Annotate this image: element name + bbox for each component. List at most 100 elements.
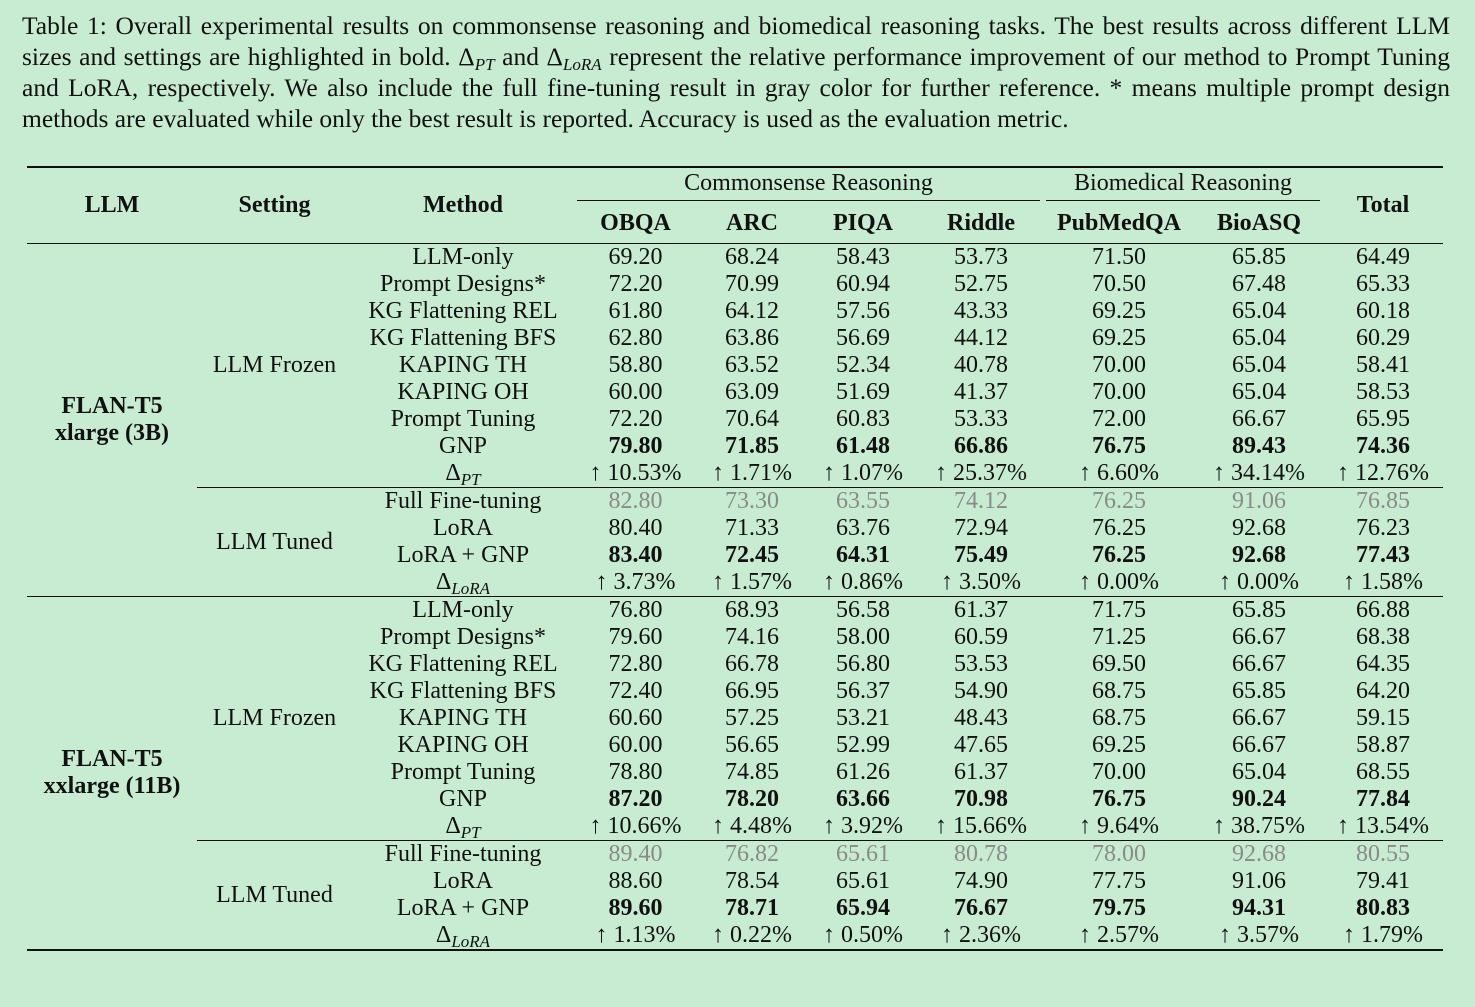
delta-pubmedqa: ↑ 0.00% bbox=[1079, 569, 1159, 595]
cell-bioasq: 92.68 bbox=[1232, 515, 1286, 541]
delta-symbol: Δ bbox=[445, 460, 461, 486]
cell-obqa: 89.60 bbox=[608, 895, 663, 921]
method-name: KAPING OH bbox=[397, 732, 529, 758]
delta-arc: ↑ 1.71% bbox=[712, 460, 792, 486]
cell-bioasq: 94.31 bbox=[1232, 895, 1286, 921]
cell-pubmedqa: 76.25 bbox=[1043, 487, 1195, 515]
cell-pubmedqa: 71.25 bbox=[1092, 624, 1146, 650]
caption-part-2: represent the relative performance impro… bbox=[22, 42, 1450, 133]
cell-bioasq: 66.67 bbox=[1232, 406, 1286, 432]
table-row: KAPING OH 60.00 56.65 52.99 47.65 69.25 66.67 5… bbox=[27, 732, 1443, 759]
delta-obqa: ↑ 3.73% bbox=[595, 569, 676, 595]
method-name: LoRA bbox=[433, 868, 493, 894]
delta-riddle: ↑ 3.50% bbox=[941, 569, 1021, 595]
cell-pubmedqa: 69.25 bbox=[1092, 298, 1146, 324]
cell-riddle: 80.78 bbox=[919, 840, 1043, 868]
cell-obqa: 80.40 bbox=[608, 515, 663, 541]
cell-obqa: 89.40 bbox=[574, 840, 697, 868]
cell-arc: 70.99 bbox=[725, 271, 779, 297]
cell-total: 64.35 bbox=[1356, 651, 1410, 677]
cell-obqa: 78.80 bbox=[608, 759, 663, 785]
cell-arc: 78.71 bbox=[725, 895, 779, 921]
delta-row: ΔLoRA ↑ 1.13% ↑ 0.22% ↑ 0.50% ↑ 2.36% ↑ 2.57%… bbox=[27, 922, 1443, 951]
cell-pubmedqa: 72.00 bbox=[1092, 406, 1146, 432]
cell-riddle: 43.33 bbox=[954, 298, 1008, 324]
cell-obqa: 60.00 bbox=[608, 379, 663, 405]
cell-bioasq: 91.06 bbox=[1195, 487, 1323, 515]
cell-bioasq: 90.24 bbox=[1232, 786, 1286, 812]
cell-riddle: 40.78 bbox=[954, 352, 1008, 378]
cell-arc: 63.52 bbox=[725, 352, 779, 378]
cell-bioasq: 66.67 bbox=[1232, 705, 1286, 731]
cell-arc: 78.20 bbox=[725, 786, 779, 812]
delta-obqa: ↑ 10.53% bbox=[589, 460, 682, 486]
cell-arc: 72.45 bbox=[725, 542, 779, 568]
method-name: Prompt Designs* bbox=[379, 271, 546, 297]
delta-subscript: PT bbox=[460, 823, 481, 842]
cell-bioasq: 91.06 bbox=[1232, 868, 1286, 894]
table-row: KAPING OH 60.00 63.09 51.69 41.37 70.00 65.04 5… bbox=[27, 379, 1443, 406]
results-body: FLAN-T5 xlarge (3B) LLM Frozen LLM-only 69.2… bbox=[27, 243, 1443, 951]
cell-piqa: 52.99 bbox=[836, 732, 890, 758]
method-name: Full Fine-tuning bbox=[352, 487, 574, 515]
cell-total: 76.85 bbox=[1323, 487, 1443, 515]
header-llm: LLM bbox=[27, 166, 197, 244]
cell-bioasq: 66.67 bbox=[1232, 651, 1286, 677]
method-name: KAPING TH bbox=[398, 705, 528, 731]
cell-piqa: 60.83 bbox=[836, 406, 890, 432]
cell-riddle: 60.59 bbox=[954, 624, 1008, 650]
cell-obqa: 60.00 bbox=[608, 732, 663, 758]
llm-name-cell: FLAN-T5 xxlarge (11B) bbox=[27, 596, 197, 951]
cell-riddle: 54.90 bbox=[954, 678, 1008, 704]
cell-total: 65.95 bbox=[1356, 406, 1410, 432]
cell-riddle: 41.37 bbox=[954, 379, 1008, 405]
header-bioasq: BioASQ bbox=[1216, 209, 1302, 236]
table-row: KG Flattening BFS 72.40 66.95 56.37 54.90 68.… bbox=[27, 678, 1443, 705]
cell-arc: 71.33 bbox=[725, 515, 779, 541]
cell-bioasq: 89.43 bbox=[1232, 433, 1286, 459]
cell-total: 65.33 bbox=[1356, 271, 1410, 297]
cell-piqa: 58.00 bbox=[836, 624, 890, 650]
delta-lora-label: ΔLoRA bbox=[352, 922, 574, 951]
cell-pubmedqa: 70.00 bbox=[1092, 352, 1146, 378]
results-table: LLM Setting Method Commonsense Reasoning… bbox=[27, 166, 1443, 951]
cell-piqa: 61.48 bbox=[836, 433, 890, 459]
setting-tuned: LLM Tuned bbox=[197, 840, 352, 951]
delta-symbol: Δ bbox=[435, 569, 452, 595]
delta-row: ΔPT ↑ 10.53% ↑ 1.71% ↑ 1.07% ↑ 25.37% ↑ 6.60%… bbox=[27, 460, 1443, 488]
cell-obqa: 60.60 bbox=[608, 705, 663, 731]
cell-total: 58.87 bbox=[1356, 732, 1410, 758]
cell-arc: 56.65 bbox=[725, 732, 779, 758]
cell-piqa: 60.94 bbox=[836, 271, 890, 297]
delta-total: ↑ 12.76% bbox=[1337, 460, 1429, 486]
delta-pubmedqa: ↑ 9.64% bbox=[1079, 813, 1159, 839]
table-row: GNP 79.80 71.85 61.48 66.86 76.75 89.43 74.36 bbox=[27, 433, 1443, 460]
llm-name: FLAN-T5 bbox=[61, 746, 163, 772]
delta-piqa: ↑ 3.92% bbox=[823, 813, 903, 839]
cell-arc: 74.16 bbox=[725, 624, 779, 650]
header-obqa: OBQA bbox=[600, 209, 671, 236]
cell-total: 77.43 bbox=[1356, 542, 1410, 568]
cell-piqa: 65.61 bbox=[807, 840, 919, 868]
cell-obqa: 76.80 bbox=[574, 596, 697, 624]
table-row: FLAN-T5 xlarge (3B) LLM Frozen LLM-only 69.2… bbox=[27, 243, 1443, 597]
llm-size: xxlarge (11B) bbox=[43, 773, 181, 799]
cell-piqa: 56.58 bbox=[807, 596, 919, 624]
cell-arc: 66.95 bbox=[725, 678, 779, 704]
cell-pubmedqa: 69.25 bbox=[1092, 732, 1146, 758]
table-row: LLM Tuned Full Fine-tuning 82.80 73.30 63.55… bbox=[27, 487, 1443, 597]
cell-riddle: 53.33 bbox=[954, 406, 1008, 432]
cell-pubmedqa: 71.50 bbox=[1043, 243, 1195, 271]
table-row: KAPING TH 58.80 63.52 52.34 40.78 70.00 65.04 5… bbox=[27, 352, 1443, 379]
delta-row: ΔPT ↑ 10.66% ↑ 4.48% ↑ 3.92% ↑ 15.66% ↑ 9.64%… bbox=[27, 813, 1443, 841]
cell-piqa: 51.69 bbox=[836, 379, 890, 405]
cell-bioasq: 65.85 bbox=[1195, 596, 1323, 624]
header-total: Total bbox=[1323, 166, 1443, 244]
cell-piqa: 57.56 bbox=[836, 298, 890, 324]
cell-arc: 74.85 bbox=[725, 759, 779, 785]
setting-frozen: LLM Frozen bbox=[197, 243, 352, 488]
method-name: KG Flattening BFS bbox=[369, 325, 557, 351]
table-row: Prompt Designs* 72.20 70.99 60.94 52.75 70.50… bbox=[27, 271, 1443, 298]
delta-arc: ↑ 4.48% bbox=[712, 813, 792, 839]
delta-lora-symbol: ΔLoRA bbox=[546, 42, 602, 74]
